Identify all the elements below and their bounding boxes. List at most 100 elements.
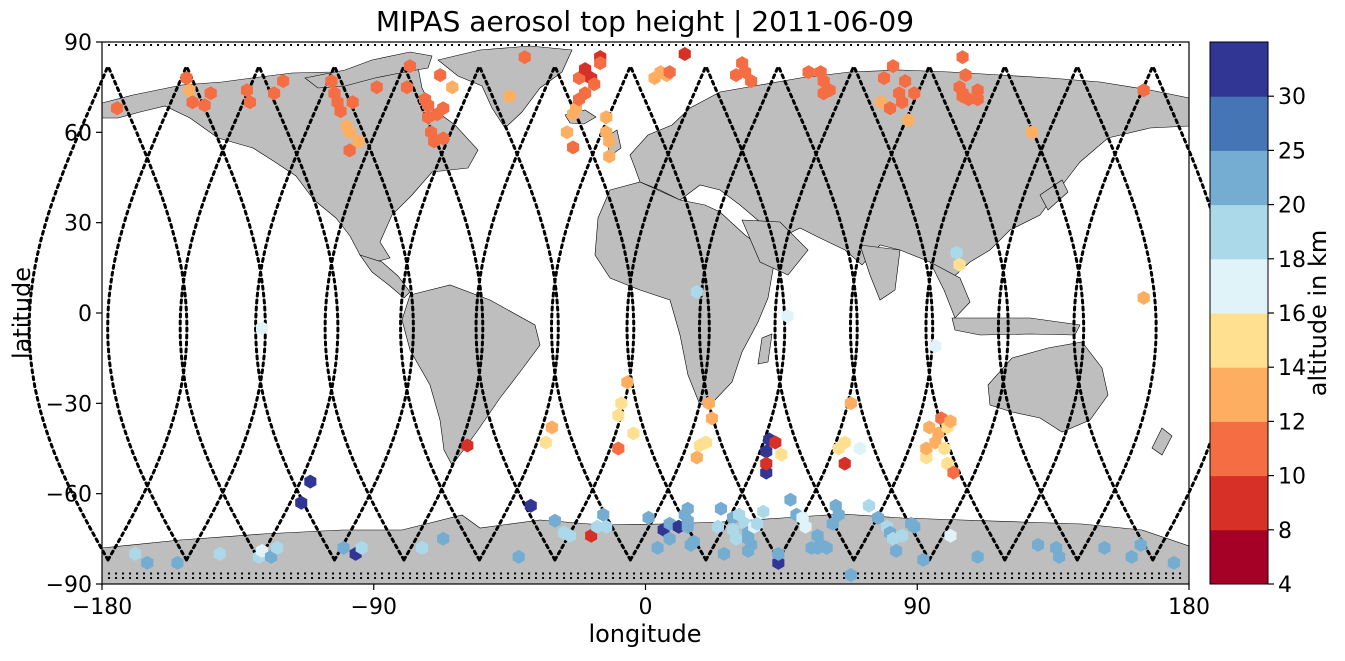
- aerosol-point: [681, 501, 694, 516]
- colorbar-bin: [1210, 204, 1268, 260]
- land-madagascar: [757, 333, 773, 365]
- aerosol-point: [751, 516, 764, 531]
- aerosol-point: [539, 435, 552, 450]
- orbit-tracks: [27, 44, 1234, 579]
- aerosol-point: [844, 568, 857, 582]
- aerosol-point: [588, 77, 601, 92]
- aerosol-point: [545, 420, 558, 435]
- orbit-track: [927, 64, 1010, 562]
- aerosol-point: [1032, 537, 1045, 552]
- orbit-track: [185, 64, 267, 562]
- orbit-track: [628, 64, 711, 562]
- aerosol-point: [403, 59, 416, 74]
- aerosol-point: [573, 71, 586, 86]
- land-central-america: [359, 254, 411, 299]
- aerosol-point: [962, 92, 975, 107]
- aerosol-point: [325, 74, 338, 89]
- aerosol-point: [240, 83, 253, 98]
- chart-title: MIPAS aerosol top height | 2011-06-09: [376, 5, 914, 38]
- aerosol-point: [959, 68, 972, 83]
- aerosol-point: [213, 546, 226, 561]
- colorbar-label: altitude in km: [1304, 230, 1332, 397]
- land-greenland: [437, 45, 573, 129]
- aerosol-point: [862, 498, 875, 513]
- y-tick-label: 0: [78, 302, 92, 327]
- orbit-track: [106, 64, 188, 562]
- orbit-track: [477, 64, 560, 562]
- aerosol-point: [180, 71, 193, 86]
- aerosol-point: [844, 396, 857, 411]
- aerosol-point: [446, 80, 459, 95]
- aerosol-point: [642, 510, 655, 525]
- aerosol-point: [422, 98, 435, 113]
- aerosol-point: [295, 495, 308, 510]
- aerosol-point: [560, 125, 574, 140]
- orbit-track: [773, 64, 856, 562]
- aerosol-point: [832, 507, 845, 522]
- colorbar-bin: [1210, 96, 1268, 151]
- aerosol-point: [902, 113, 915, 128]
- aerosol-point: [268, 86, 281, 101]
- y-tick-label: 30: [64, 212, 92, 237]
- aerosol-point: [908, 519, 921, 534]
- colorbar-tick-label: 12: [1278, 410, 1306, 435]
- aerosol-point: [600, 519, 613, 534]
- aerosol-point: [823, 83, 836, 98]
- aerosol-point: [663, 516, 676, 531]
- aerosol-point: [838, 456, 851, 471]
- colorbar-tick-label: 4: [1278, 573, 1292, 598]
- colorbar-tick-label: 10: [1278, 465, 1306, 490]
- aerosol-point: [1098, 540, 1111, 555]
- orbit-track: [402, 64, 485, 562]
- orbit-track: [697, 64, 780, 562]
- aerosol-point: [600, 110, 613, 125]
- aerosol-point: [204, 86, 217, 101]
- colorbar-tick-label: 14: [1278, 356, 1306, 381]
- aerosol-point: [198, 98, 211, 113]
- land-new-zealand: [1151, 427, 1173, 456]
- aerosol-point: [908, 86, 921, 101]
- y-tick-label: 90: [64, 31, 92, 56]
- aerosol-point: [621, 375, 634, 390]
- orbit-track: [1003, 64, 1086, 562]
- land-north-america: [101, 61, 479, 263]
- orbit-track: [106, 64, 189, 562]
- colorbar-bin: [1210, 258, 1268, 314]
- y-axis: −90 −60 −30 0 30 60 90: [46, 31, 102, 598]
- aerosol-point: [564, 528, 577, 543]
- aerosol-point: [612, 408, 625, 423]
- orbit-track: [1072, 64, 1155, 562]
- aerosol-point: [730, 531, 743, 546]
- colorbar-bin: [1210, 475, 1268, 531]
- orbit-track: [399, 64, 481, 562]
- colorbar: 4 8 10 12 14 16 18 20 25 30: [1209, 41, 1306, 598]
- aerosol-point: [1025, 125, 1039, 140]
- land-southeast-asia: [929, 261, 971, 319]
- aerosol-point: [548, 513, 561, 528]
- orbit-track: [257, 64, 340, 562]
- aerosol-point: [730, 68, 743, 83]
- aerosol-point: [745, 537, 758, 552]
- orbit-track: [996, 64, 1079, 562]
- aerosol-point: [920, 450, 933, 465]
- aerosol-point: [784, 492, 797, 507]
- aerosol-point: [437, 101, 450, 116]
- aerosol-point: [745, 74, 758, 89]
- aerosol-point: [594, 56, 607, 71]
- aerosol-point: [183, 83, 196, 98]
- aerosol-point: [733, 507, 746, 522]
- aerosol-point: [416, 540, 429, 555]
- land-india: [859, 244, 901, 301]
- orbit-track: [852, 64, 935, 562]
- aerosol-point: [603, 134, 616, 149]
- colorbar-bin: [1210, 42, 1268, 97]
- aerosol-point: [699, 435, 712, 450]
- data-points: [111, 47, 1180, 582]
- aerosol-point: [887, 59, 900, 74]
- aerosol-point: [971, 549, 984, 564]
- aerosol-point: [717, 546, 731, 561]
- aerosol-point: [461, 438, 474, 453]
- aerosol-point: [871, 510, 885, 525]
- aerosol-point: [714, 501, 727, 516]
